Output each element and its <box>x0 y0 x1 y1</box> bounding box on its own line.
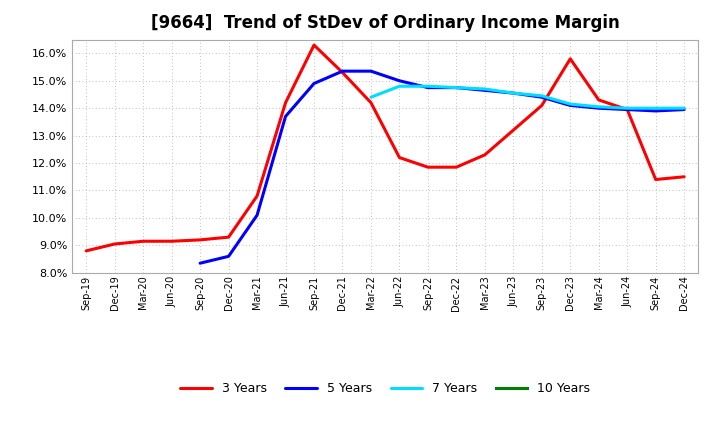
Title: [9664]  Trend of StDev of Ordinary Income Margin: [9664] Trend of StDev of Ordinary Income… <box>150 15 620 33</box>
Legend: 3 Years, 5 Years, 7 Years, 10 Years: 3 Years, 5 Years, 7 Years, 10 Years <box>176 377 595 400</box>
